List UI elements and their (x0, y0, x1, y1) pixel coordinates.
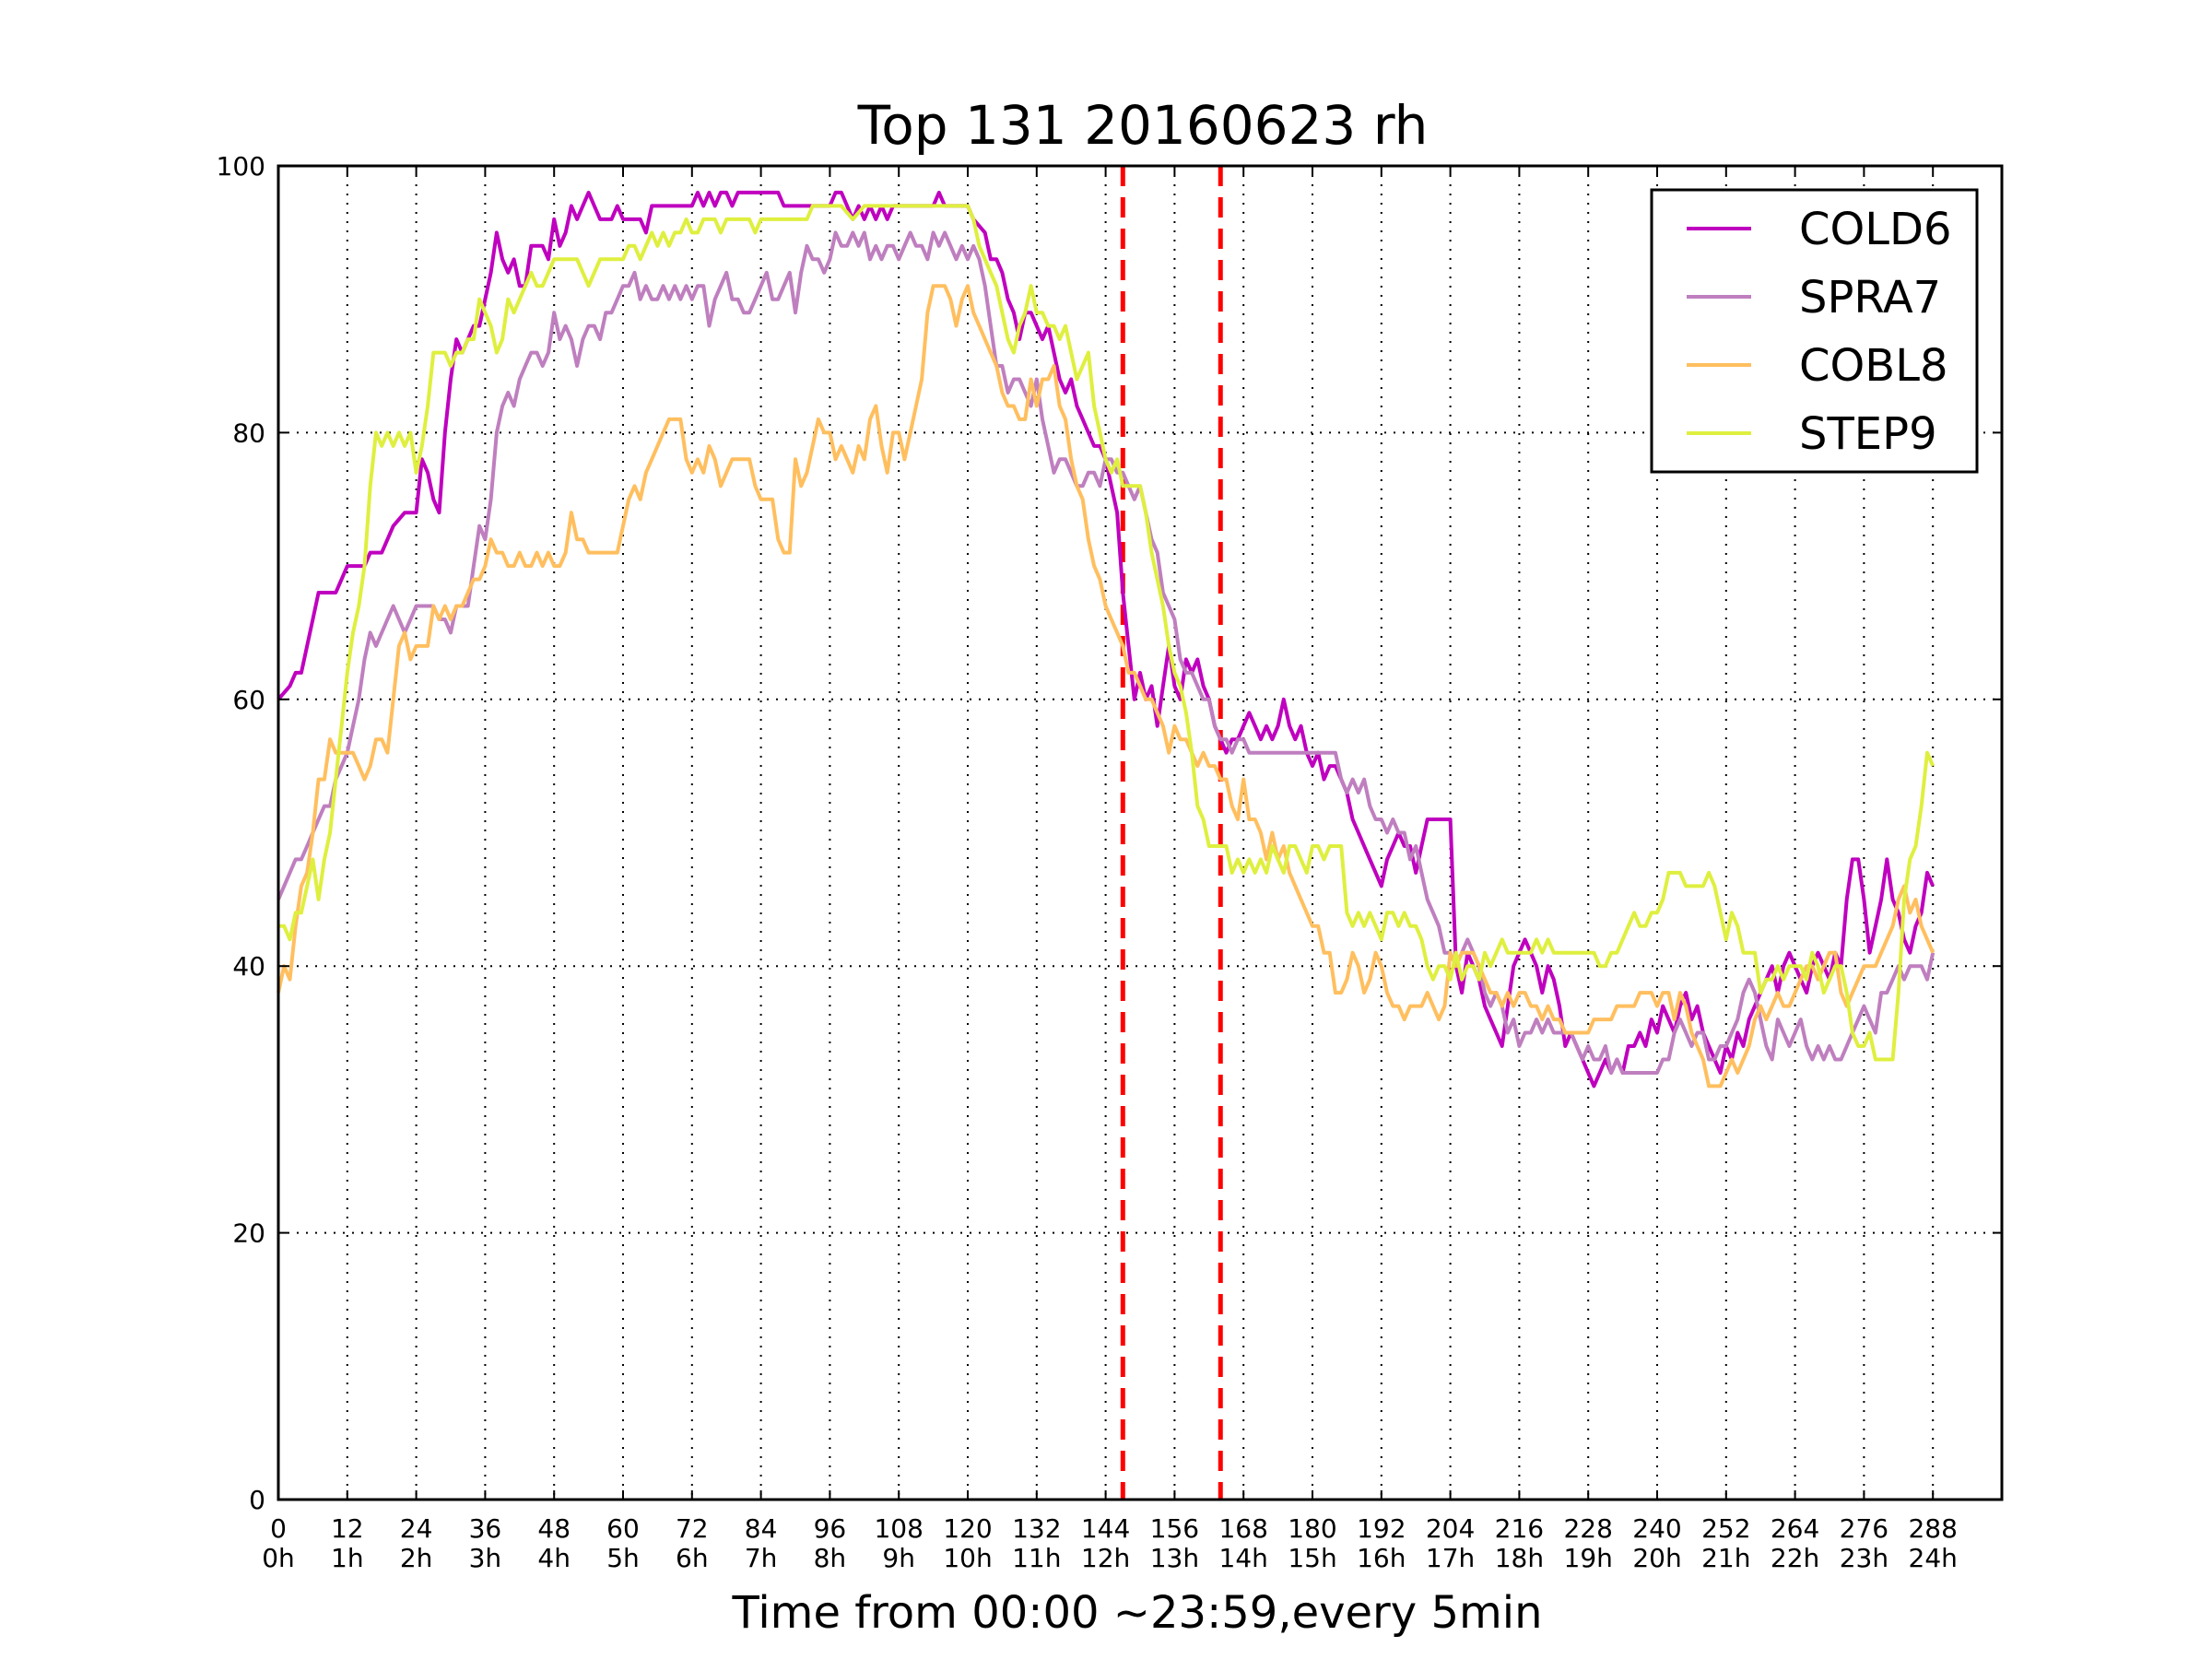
x-tick-label: 252 (1701, 1513, 1750, 1544)
x-tick-label: 180 (1288, 1513, 1336, 1544)
x-tick-sublabel: 7h (745, 1543, 778, 1573)
x-tick-sublabel: 22h (1771, 1543, 1819, 1573)
x-tick-label: 276 (1840, 1513, 1888, 1544)
x-tick-sublabel: 10h (943, 1543, 992, 1573)
x-tick-label: 36 (469, 1513, 502, 1544)
x-tick-label: 24 (400, 1513, 433, 1544)
x-axis-label: Time from 00:00 ~23:59,every 5min (732, 1587, 1543, 1639)
x-tick-label: 132 (1012, 1513, 1061, 1544)
x-tick-label: 264 (1771, 1513, 1819, 1544)
x-tick-label: 144 (1081, 1513, 1130, 1544)
y-tick-label: 0 (249, 1485, 265, 1515)
x-tick-sublabel: 3h (469, 1543, 502, 1573)
x-tick-label: 60 (606, 1513, 640, 1544)
x-tick-sublabel: 20h (1632, 1543, 1681, 1573)
legend-label-cold6: COLD6 (1799, 204, 1952, 255)
reference-lines (1120, 166, 1223, 1500)
y-axis-ticks: 0 20 40 60 80 100 (217, 151, 2002, 1515)
x-tick-sublabel: 14h (1219, 1543, 1268, 1573)
x-tick-label: 168 (1218, 1513, 1267, 1544)
y-tick-label: 80 (232, 418, 265, 448)
x-tick-sublabel: 1h (331, 1543, 364, 1573)
x-tick-label: 288 (1908, 1513, 1957, 1544)
x-tick-sublabel: 2h (400, 1543, 433, 1573)
x-tick-sublabel: 21h (1701, 1543, 1750, 1573)
x-tick-label: 108 (874, 1513, 923, 1544)
x-tick-label: 216 (1495, 1513, 1544, 1544)
x-tick-sublabel: 5h (606, 1543, 640, 1573)
x-tick-sublabel: 23h (1840, 1543, 1888, 1573)
x-tick-sublabel: 16h (1357, 1543, 1406, 1573)
y-tick-label: 100 (217, 151, 265, 182)
chart-title: Top 131 20160623 rh (857, 94, 1429, 157)
x-tick-label: 120 (943, 1513, 992, 1544)
x-tick-label: 156 (1150, 1513, 1199, 1544)
x-tick-label: 84 (745, 1513, 778, 1544)
x-tick-sublabel: 17h (1426, 1543, 1475, 1573)
x-tick-label: 240 (1632, 1513, 1681, 1544)
x-tick-sublabel: 13h (1150, 1543, 1199, 1573)
x-tick-sublabel: 15h (1288, 1543, 1336, 1573)
x-tick-label: 12 (331, 1513, 364, 1544)
legend-label-cobl8: COBL8 (1799, 340, 1948, 392)
plot-area-frame (276, 164, 2004, 1501)
legend: COLD6 SPRA7 COBL8 STEP9 (1650, 188, 1979, 474)
x-tick-sublabel: 4h (537, 1543, 571, 1573)
x-tick-sublabel: 6h (676, 1543, 709, 1573)
x-tick-label: 48 (537, 1513, 571, 1544)
series-line-step9 (278, 204, 1936, 1062)
x-tick-label: 96 (814, 1513, 847, 1544)
x-tick-sublabel: 11h (1012, 1543, 1061, 1573)
x-tick-sublabel: 9h (882, 1543, 915, 1573)
series-line-cobl8 (276, 284, 1936, 1088)
y-tick-label: 40 (232, 951, 265, 982)
legend-label-step9: STEP9 (1799, 408, 1937, 460)
series-line-spra7 (276, 230, 1936, 1075)
x-tick-label: 228 (1563, 1513, 1612, 1544)
y-tick-label: 20 (232, 1218, 265, 1249)
legend-label-spra7: SPRA7 (1799, 272, 1941, 324)
x-tick-label: 0 (270, 1513, 287, 1544)
x-tick-sublabel: 18h (1495, 1543, 1544, 1573)
y-tick-label: 60 (232, 685, 265, 715)
x-tick-label: 72 (676, 1513, 709, 1544)
x-tick-sublabel: 0h (262, 1543, 295, 1573)
series-lines (276, 190, 1936, 1088)
x-tick-sublabel: 24h (1909, 1543, 1958, 1573)
x-tick-label: 192 (1357, 1513, 1406, 1544)
x-tick-label: 204 (1426, 1513, 1475, 1544)
legend-frame (1650, 188, 1979, 474)
x-tick-sublabel: 19h (1564, 1543, 1613, 1573)
x-tick-sublabel: 12h (1081, 1543, 1130, 1573)
x-tick-sublabel: 8h (814, 1543, 847, 1573)
